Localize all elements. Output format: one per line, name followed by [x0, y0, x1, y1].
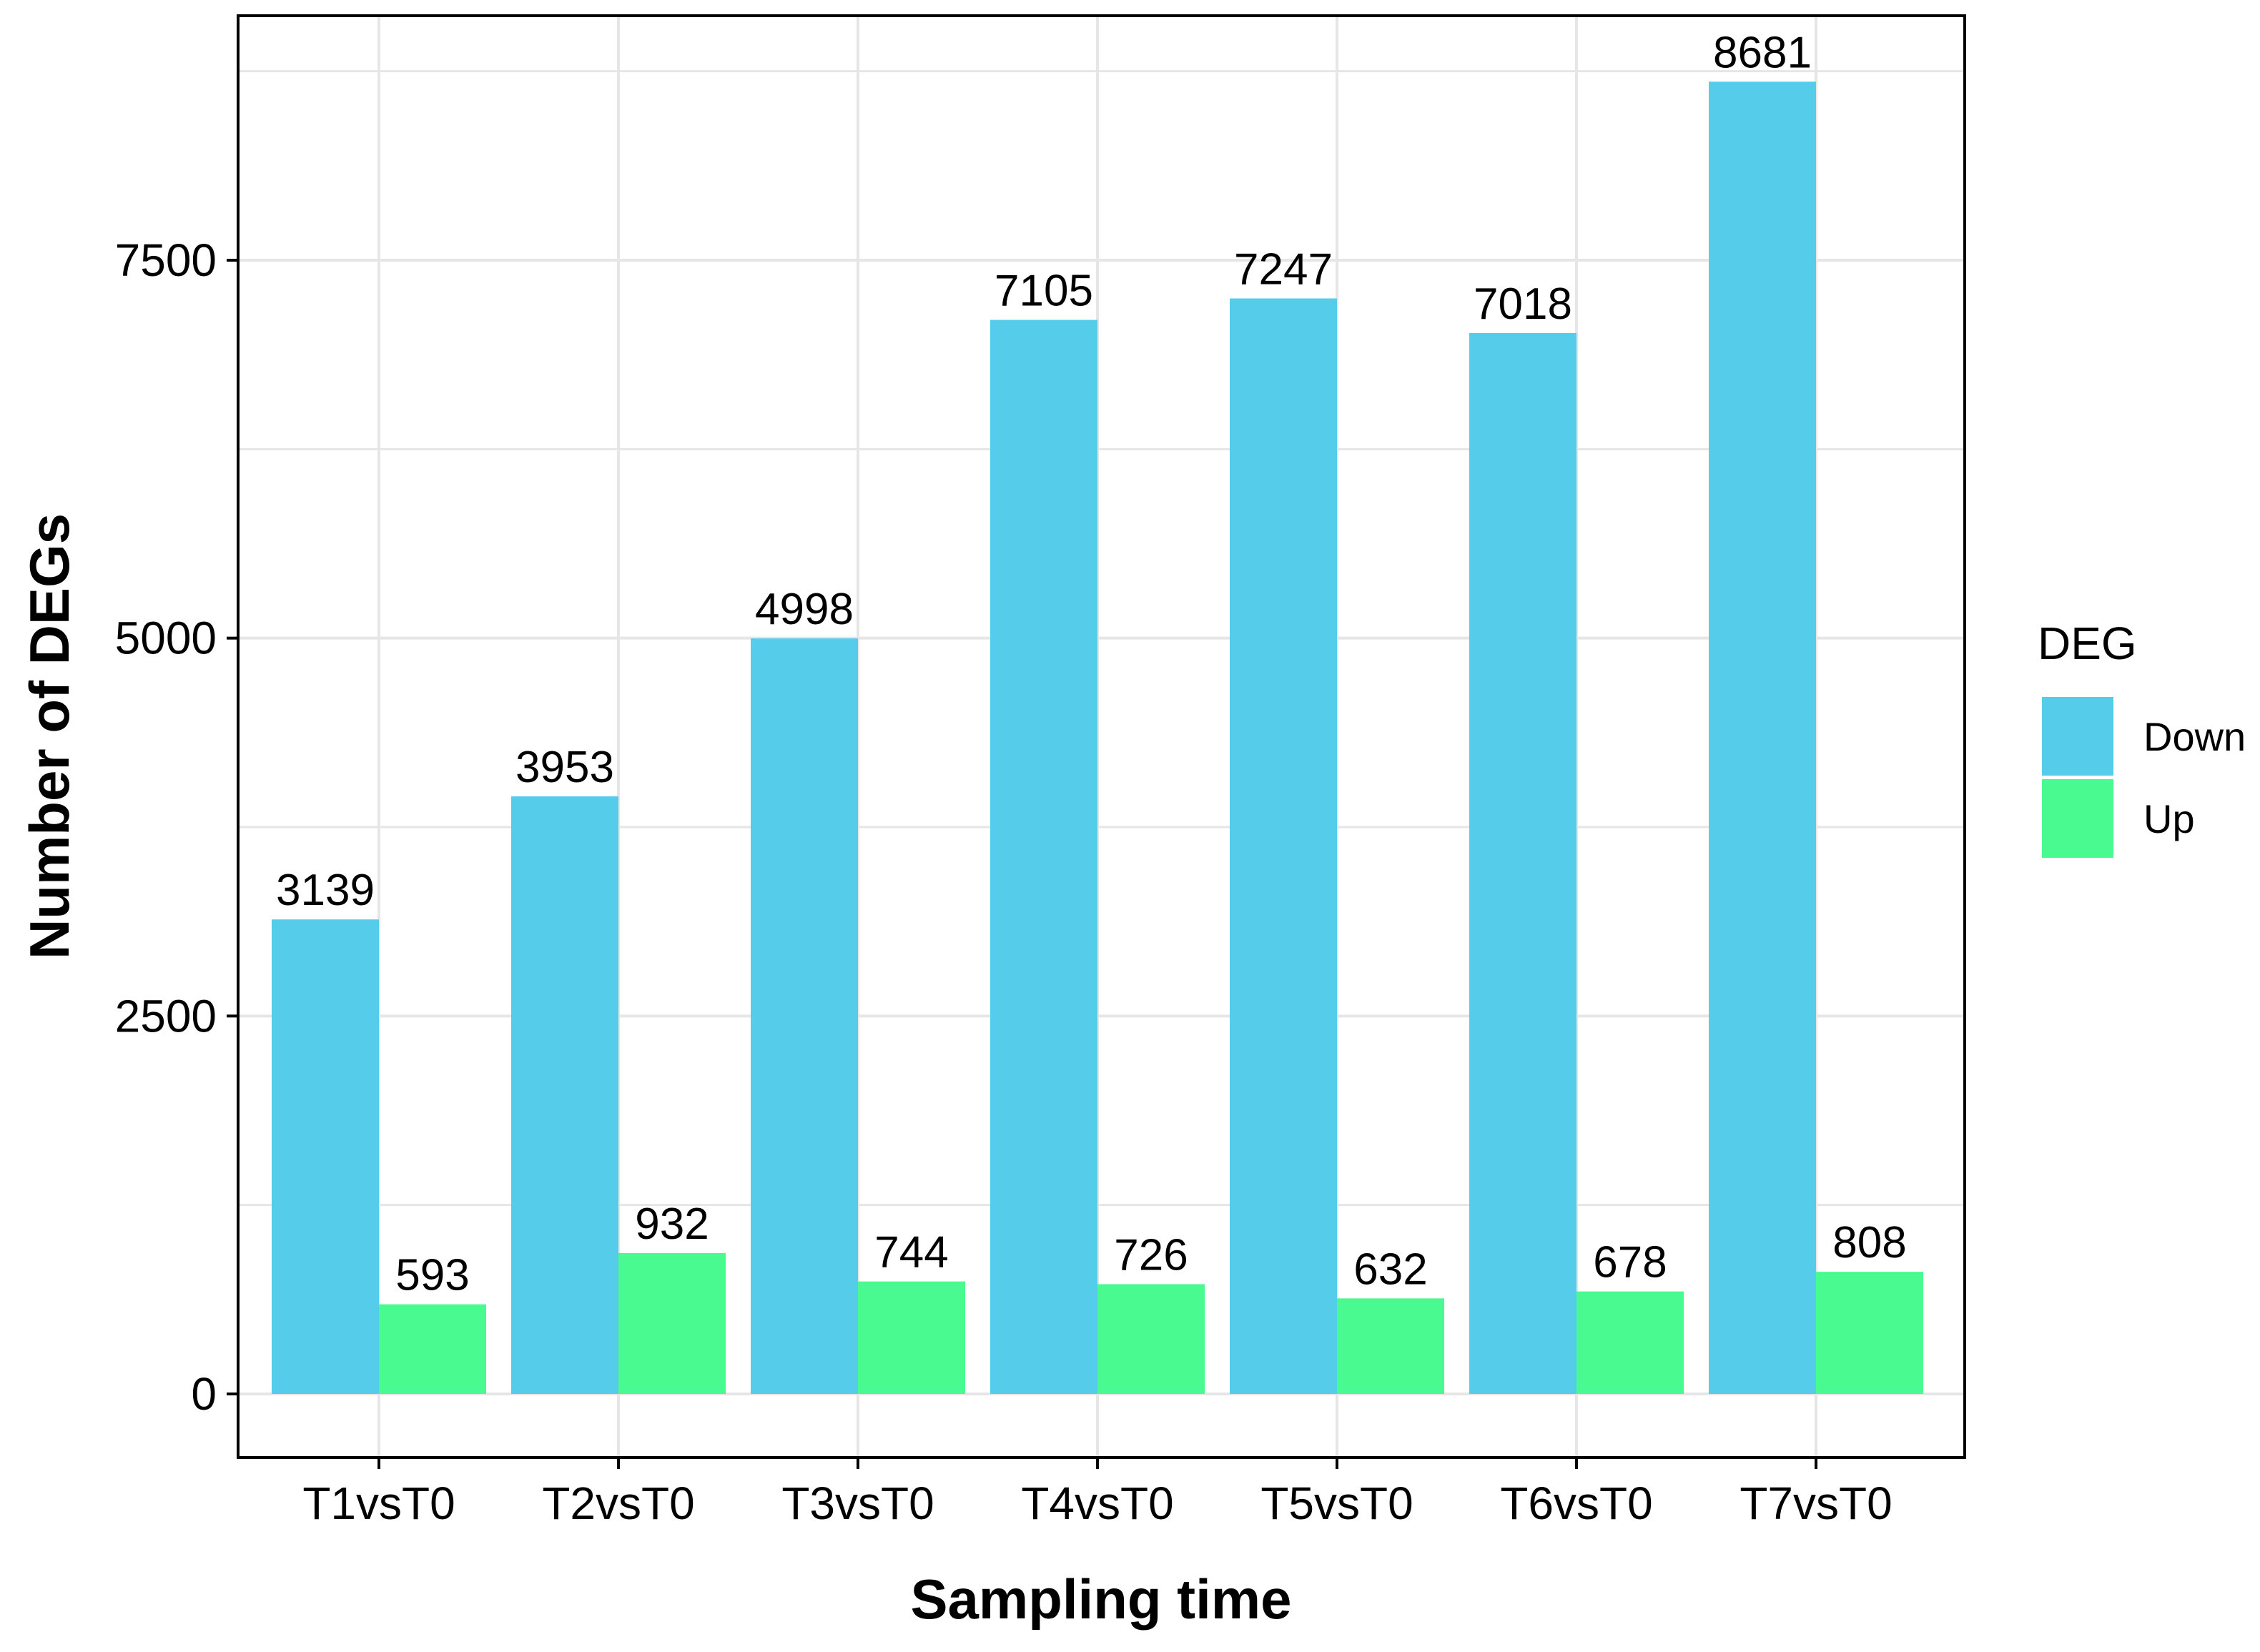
data-label-up-t7vst0: 808 [1832, 1218, 1906, 1267]
x-tick-label: T2vsT0 [542, 1478, 694, 1529]
x-tick-label: T1vsT0 [302, 1478, 455, 1529]
grid-layer [238, 16, 1965, 1458]
bar-down-t6vst0 [1469, 332, 1576, 1394]
bars-layer [272, 81, 1923, 1395]
data-label-down-t1vst0: 3139 [276, 866, 375, 915]
legend-key-down [2042, 697, 2113, 776]
panel-border [237, 14, 1966, 1459]
bar-up-t4vst0 [1097, 1284, 1205, 1394]
legend-label-up: Up [2143, 796, 2195, 841]
bar-down-t2vst0 [511, 796, 618, 1394]
bar-down-t4vst0 [990, 320, 1097, 1395]
y-tick-label: 7500 [115, 234, 217, 286]
bar-up-t5vst0 [1337, 1298, 1444, 1394]
bar-up-t7vst0 [1816, 1272, 1923, 1394]
x-tick-label: T4vsT0 [1021, 1478, 1173, 1529]
bar-down-t7vst0 [1709, 81, 1816, 1395]
y-tick-label: 5000 [115, 613, 217, 664]
data-label-up-t6vst0: 678 [1593, 1238, 1667, 1287]
data-label-down-t4vst0: 7105 [995, 267, 1093, 316]
data-label-up-t4vst0: 726 [1114, 1230, 1188, 1280]
bar-up-t3vst0 [858, 1281, 965, 1394]
bar-up-t6vst0 [1576, 1291, 1684, 1394]
y-tick-label: 0 [191, 1368, 217, 1420]
data-label-down-t5vst0: 7247 [1234, 245, 1333, 295]
data-label-up-t2vst0: 932 [635, 1200, 709, 1249]
bar-down-t1vst0 [272, 919, 379, 1394]
y-axis-title: Number of DEGs [18, 513, 81, 959]
data-label-down-t7vst0: 8681 [1713, 28, 1812, 77]
data-labels-layer: 3139 3953 4998 7105 7247 7018 8681 593 932 744 726… [276, 28, 1907, 1300]
data-label-down-t3vst0: 4998 [755, 585, 854, 634]
data-label-up-t1vst0: 593 [395, 1251, 469, 1300]
y-tick-label: 2500 [115, 990, 217, 1042]
axes-layer: 0 2500 5000 7500 T1vsT0 T2vsT0 T3vsT0 T4vsT0 T5v… [115, 234, 1893, 1529]
data-label-down-t2vst0: 3953 [515, 743, 614, 792]
legend-label-down: Down [2143, 714, 2246, 759]
bar-down-t3vst0 [751, 638, 858, 1394]
legend: DEG Down Up [2038, 618, 2246, 858]
data-label-up-t5vst0: 632 [1353, 1245, 1427, 1294]
x-tick-label: T3vsT0 [781, 1478, 934, 1529]
data-label-up-t3vst0: 744 [874, 1228, 948, 1277]
legend-entries: Down Up [2042, 697, 2246, 858]
x-tick-label: T7vsT0 [1740, 1478, 1892, 1529]
x-tick-label: T5vsT0 [1260, 1478, 1413, 1529]
x-axis-title: Sampling time [910, 1568, 1291, 1631]
bar-up-t1vst0 [379, 1304, 486, 1394]
data-label-down-t6vst0: 7018 [1474, 280, 1572, 329]
legend-title: DEG [2038, 618, 2137, 669]
bar-up-t2vst0 [618, 1252, 726, 1394]
legend-key-up [2042, 779, 2113, 858]
bar-down-t5vst0 [1230, 298, 1337, 1394]
x-tick-label: T6vsT0 [1500, 1478, 1652, 1529]
